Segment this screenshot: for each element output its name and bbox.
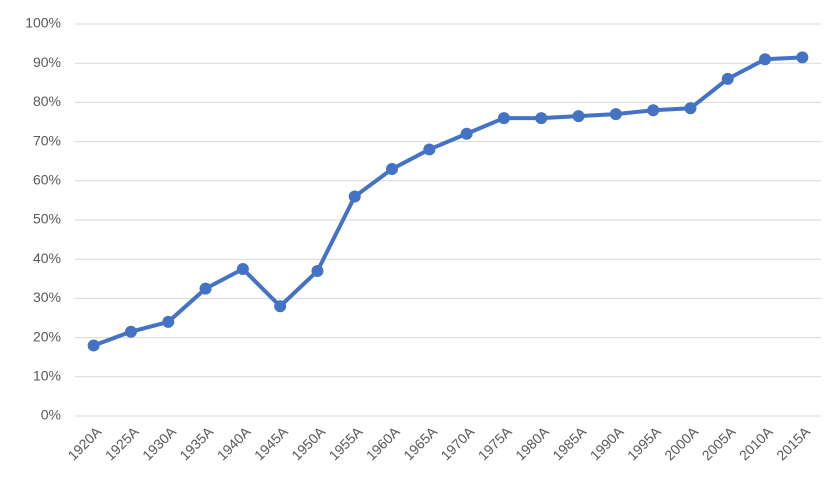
x-tick-label: 1995A [624, 423, 664, 463]
x-tick-label: 1930A [139, 423, 179, 463]
x-tick-label: 1950A [288, 423, 328, 463]
y-tick-label: 20% [33, 328, 61, 344]
y-tick-label: 30% [33, 289, 61, 305]
marker [311, 264, 324, 277]
x-tick-label: 1960A [363, 423, 403, 463]
y-tick-label: 40% [33, 250, 61, 266]
y-tick-label: 0% [41, 407, 61, 423]
x-tick-label: 1955A [326, 423, 366, 463]
marker [124, 325, 137, 338]
marker [199, 282, 212, 295]
y-tick-label: 90% [33, 54, 61, 70]
marker [386, 163, 399, 176]
marker [572, 110, 585, 123]
x-tick-label: 1985A [549, 423, 589, 463]
marker [721, 72, 734, 85]
marker [647, 104, 660, 117]
marker [348, 190, 361, 203]
x-tick-label: 1970A [437, 423, 477, 463]
line [92, 55, 803, 348]
marker [497, 112, 510, 125]
marker [423, 143, 436, 156]
x-tick-label: 1940A [214, 423, 254, 463]
x-tick-label: 1975A [475, 423, 515, 463]
x-tick-label: 1920A [64, 423, 104, 463]
y-tick-label: 60% [33, 172, 61, 188]
marker [274, 300, 287, 313]
marker [236, 263, 249, 275]
marker [609, 108, 622, 121]
marker [759, 53, 772, 66]
marker [684, 102, 697, 115]
x-tick-label: 1925A [102, 423, 142, 463]
x-tick-label: 2010A [736, 423, 776, 463]
marker [162, 315, 175, 328]
x-tick-label: 1990A [587, 423, 627, 463]
x-tick-label: 1980A [512, 423, 552, 463]
x-tick-label: 2000A [661, 423, 701, 463]
y-tick-label: 80% [33, 93, 61, 109]
marker [460, 127, 473, 140]
x-tick-label: 1935A [176, 423, 216, 463]
y-tick-label: 10% [33, 368, 61, 384]
y-tick-label: 70% [33, 132, 61, 148]
marker [535, 112, 548, 125]
x-tick-label: 2005A [699, 423, 739, 463]
x-tick-label: 1965A [400, 423, 440, 463]
y-tick-label: 50% [33, 211, 61, 227]
marker [796, 51, 809, 64]
marker [87, 339, 100, 352]
y-tick-label: 100% [25, 15, 61, 31]
x-tick-label: 1945A [251, 423, 291, 463]
x-tick-label: 2015A [773, 423, 813, 463]
